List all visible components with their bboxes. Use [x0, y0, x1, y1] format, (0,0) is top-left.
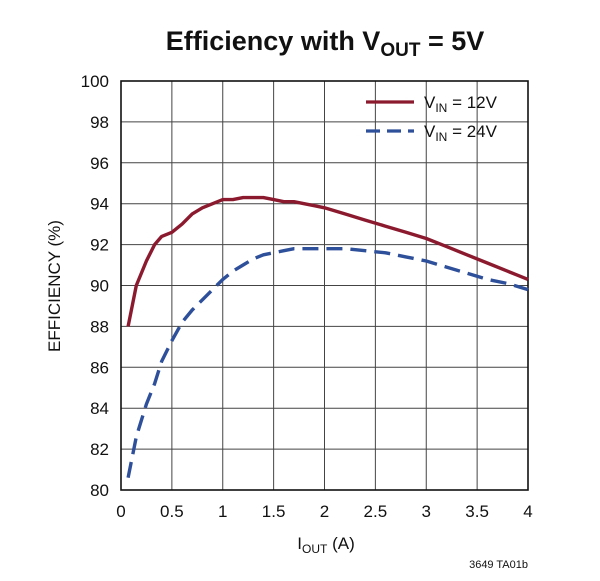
y-tick-label: 96 [90, 154, 109, 173]
chart-title: Efficiency with VOUT = 5V [166, 26, 484, 61]
x-tick-label: 0.5 [160, 502, 184, 521]
y-tick-label: 80 [90, 481, 109, 500]
y-tick-label: 90 [90, 277, 109, 296]
plot-frame [120, 80, 529, 491]
grid [121, 81, 528, 490]
x-tick-label: 2.5 [364, 502, 388, 521]
y-tick-label: 82 [90, 440, 109, 459]
y-tick-label: 94 [90, 195, 109, 214]
y-tick-label: 84 [90, 399, 109, 418]
y-axis-label: EFFICIENCY (%) [45, 220, 64, 352]
y-tick-label: 98 [90, 113, 109, 132]
y-tick-label: 86 [90, 358, 109, 377]
y-tick-label: 88 [90, 317, 109, 336]
series-line-vin-24v [126, 246, 529, 479]
y-tick-labels: 80 82 84 86 88 90 92 94 96 98 100 [81, 72, 109, 500]
x-tick-label: 2 [320, 502, 329, 521]
y-tick-label: 100 [81, 72, 109, 91]
x-tick-label: 3 [422, 502, 431, 521]
x-tick-label: 1.5 [262, 502, 286, 521]
x-tick-label: 0 [116, 502, 125, 521]
legend-label-vin-12v: VIN = 12V [424, 93, 498, 115]
y-tick-label: 92 [90, 236, 109, 255]
x-tick-label: 1 [218, 502, 227, 521]
legend: VIN = 12V VIN = 24V [366, 93, 498, 144]
figure-code-annotation: 3649 TA01b [469, 559, 528, 571]
legend-label-vin-24v: VIN = 24V [424, 122, 498, 144]
x-tick-labels: 0 0.5 1 1.5 2 2.5 3 3.5 4 [116, 502, 532, 521]
x-axis-label: IOUT (A) [297, 534, 354, 556]
x-tick-label: 3.5 [465, 502, 489, 521]
series-line-vin-12v [126, 195, 529, 327]
series-layer [126, 195, 529, 479]
x-tick-label: 4 [523, 502, 532, 521]
